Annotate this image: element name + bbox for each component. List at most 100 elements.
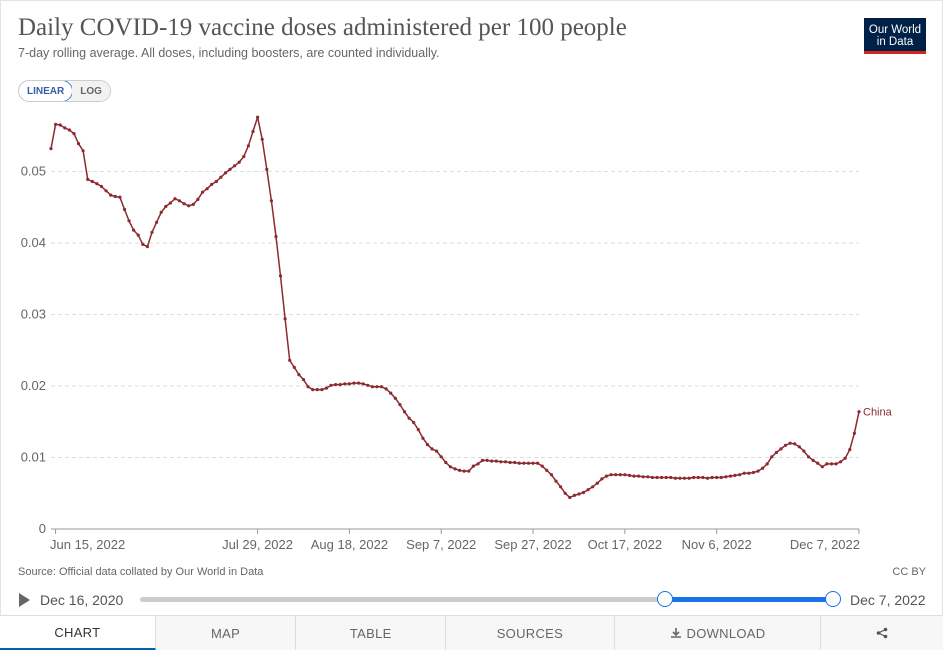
data-point <box>168 201 172 205</box>
data-point <box>811 458 815 462</box>
data-point <box>269 199 273 203</box>
x-tick-label: Jun 15, 2022 <box>50 537 125 552</box>
data-point <box>334 383 338 387</box>
data-point <box>572 493 577 497</box>
data-point <box>357 381 361 385</box>
data-point <box>366 383 370 387</box>
data-point <box>233 164 237 168</box>
data-point <box>586 488 590 492</box>
share-button[interactable] <box>821 616 943 650</box>
data-point <box>673 476 678 480</box>
chart-subtitle: 7-day rolling average. All doses, includ… <box>18 46 440 60</box>
data-point <box>595 481 599 485</box>
tab-chart[interactable]: CHART <box>0 616 156 650</box>
data-point <box>274 235 278 239</box>
y-tick-label: 0.04 <box>21 235 46 250</box>
timeline-start-label: Dec 16, 2020 <box>40 592 124 608</box>
log-scale-button[interactable]: LOG <box>72 81 110 101</box>
x-tick-label: Jul 29, 2022 <box>222 537 293 552</box>
data-point <box>549 473 554 477</box>
timeline-end-handle[interactable] <box>825 591 841 607</box>
series-layer: China <box>49 115 893 500</box>
data-point <box>627 473 632 477</box>
data-point <box>242 154 246 159</box>
timeline-start-handle[interactable] <box>657 591 674 607</box>
share-icon <box>876 627 888 639</box>
data-point <box>604 474 609 478</box>
data-point <box>660 475 664 480</box>
data-point <box>692 475 696 480</box>
data-point <box>834 462 838 466</box>
data-point <box>67 128 71 132</box>
data-point <box>54 122 58 126</box>
data-point <box>765 462 769 466</box>
y-tick-label: 0.01 <box>21 450 46 465</box>
source-note: Source: Official data collated by Our Wo… <box>18 566 264 578</box>
data-point <box>839 460 843 464</box>
data-point <box>641 475 645 479</box>
data-point <box>430 447 434 451</box>
series-label-china: China <box>863 407 893 419</box>
data-point <box>214 179 218 184</box>
data-point <box>402 410 407 414</box>
data-point <box>306 385 310 389</box>
data-point <box>715 475 719 480</box>
data-point <box>467 469 471 473</box>
data-point <box>632 474 636 478</box>
data-point <box>118 195 122 199</box>
data-point <box>435 449 439 453</box>
data-point <box>490 459 494 463</box>
play-icon[interactable] <box>19 593 30 607</box>
tab-download[interactable]: DOWNLOAD <box>615 616 822 650</box>
data-point <box>499 460 503 464</box>
data-point <box>95 182 99 186</box>
data-point <box>623 473 627 477</box>
data-point <box>104 189 108 193</box>
data-point <box>187 204 191 208</box>
data-point <box>58 123 62 127</box>
license-link[interactable]: CC BY <box>892 566 926 578</box>
data-point <box>173 197 177 201</box>
data-point <box>733 473 737 477</box>
data-point <box>719 475 723 480</box>
owid-logo[interactable]: Our World in Data <box>864 18 926 54</box>
data-point <box>508 460 512 465</box>
data-point <box>751 470 756 475</box>
data-point <box>536 461 540 465</box>
data-point <box>393 396 397 400</box>
data-point <box>256 115 260 119</box>
y-tick-label: 0.03 <box>21 307 46 322</box>
data-point <box>669 475 673 480</box>
data-point <box>618 473 622 477</box>
data-point <box>99 184 104 189</box>
tab-sources[interactable]: SOURCES <box>446 616 615 650</box>
data-point <box>471 464 475 468</box>
data-point <box>480 458 485 462</box>
x-tick-label: Nov 6, 2022 <box>682 537 752 552</box>
data-point <box>375 385 379 389</box>
data-point <box>292 365 296 369</box>
data-point <box>774 450 779 455</box>
x-tick-label: Aug 18, 2022 <box>311 537 388 552</box>
data-point <box>545 468 549 472</box>
data-point <box>444 460 448 465</box>
timeline-track[interactable] <box>140 597 833 602</box>
data-point <box>155 220 159 224</box>
data-point <box>200 190 205 194</box>
data-point <box>710 475 714 480</box>
data-point <box>852 431 857 435</box>
data-point <box>260 137 264 141</box>
data-point <box>72 132 76 136</box>
series-line <box>50 116 860 499</box>
x-tick-label: Sep 7, 2022 <box>406 537 476 552</box>
data-point <box>448 465 452 469</box>
data-point <box>228 167 232 171</box>
timeline: Dec 16, 2020 Dec 7, 2022 <box>0 588 943 612</box>
data-point <box>141 242 145 246</box>
data-point <box>857 410 861 414</box>
tab-map[interactable]: MAP <box>156 616 297 650</box>
x-tick-label: Oct 17, 2022 <box>588 537 662 552</box>
data-point <box>159 210 163 214</box>
tab-table[interactable]: TABLE <box>296 616 447 650</box>
data-point <box>747 471 751 475</box>
